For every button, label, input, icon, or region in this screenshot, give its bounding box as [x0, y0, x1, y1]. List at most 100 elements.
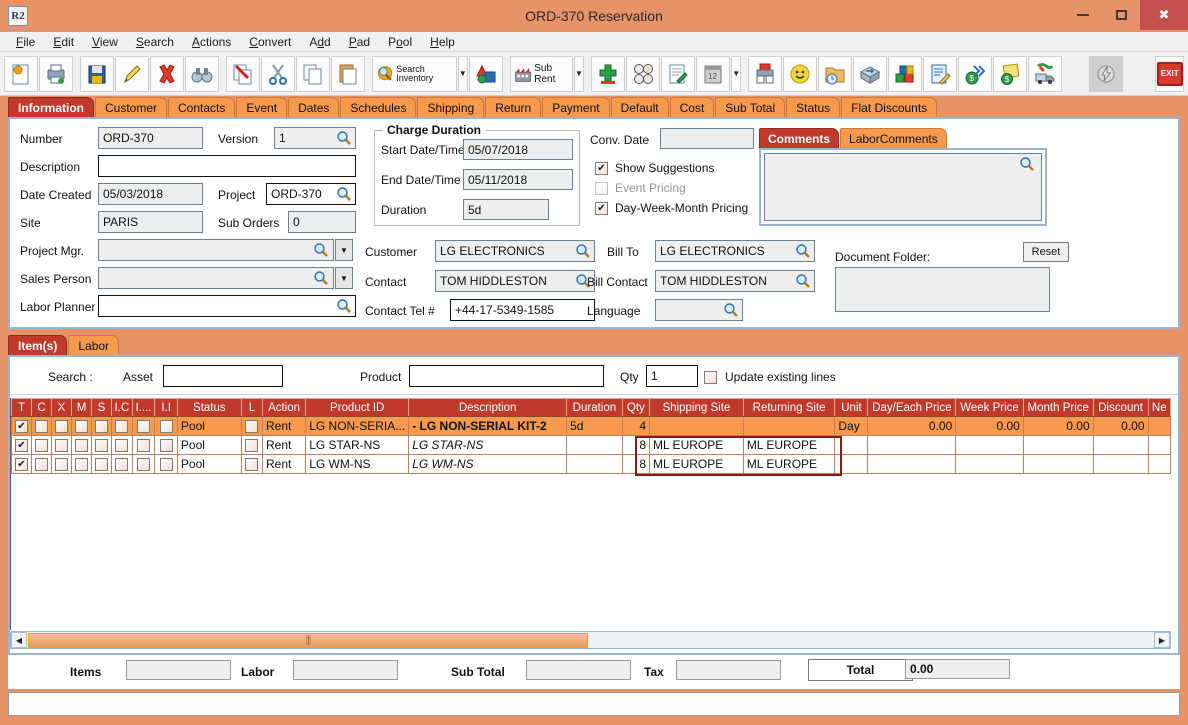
- cell-description[interactable]: LG WM-NS: [408, 454, 568, 474]
- cell-c[interactable]: [31, 416, 52, 436]
- tab-dates[interactable]: Dates: [288, 97, 340, 117]
- menu-edit[interactable]: Edit: [53, 34, 75, 49]
- day-week-month-checkbox[interactable]: [595, 201, 608, 215]
- customer-field[interactable]: LG ELECTRONICS: [435, 240, 595, 262]
- cell-weekprice[interactable]: 0.00: [955, 416, 1024, 436]
- menu-help[interactable]: Help: [430, 34, 455, 49]
- tab-flat-discounts[interactable]: Flat Discounts: [841, 97, 938, 117]
- cell-i1[interactable]: [131, 454, 156, 474]
- scroll-left-arrow[interactable]: ◀: [11, 632, 27, 648]
- calendar-dropdown[interactable]: ▼: [731, 55, 742, 92]
- cell-ii[interactable]: [154, 454, 178, 474]
- cell-ne[interactable]: [1147, 435, 1171, 455]
- new-document-button[interactable]: [4, 55, 38, 92]
- add-remove-button[interactable]: [591, 55, 626, 92]
- invoice-money-button[interactable]: $: [993, 55, 1028, 92]
- paste-button[interactable]: [331, 55, 365, 92]
- cell-checkbox-s[interactable]: [95, 439, 108, 453]
- cell-x[interactable]: [51, 435, 72, 455]
- grid-col-discount[interactable]: Discount: [1092, 398, 1149, 417]
- cell-checkbox-m[interactable]: [75, 439, 88, 453]
- sub-orders-field[interactable]: 0: [288, 211, 356, 233]
- cell-monthprice[interactable]: [1022, 435, 1094, 455]
- grid-col-m[interactable]: M: [71, 398, 92, 417]
- menu-add[interactable]: Add: [309, 34, 331, 49]
- tab-default[interactable]: Default: [610, 97, 669, 117]
- update-existing-lines-row[interactable]: Update existing lines: [704, 370, 836, 384]
- tab-comments[interactable]: Comments: [759, 128, 840, 148]
- grid-col-duration[interactable]: Duration: [566, 398, 623, 417]
- tab-cost[interactable]: Cost: [669, 97, 715, 117]
- cell-l[interactable]: [240, 435, 264, 455]
- delete-button[interactable]: [150, 55, 184, 92]
- cell-ne[interactable]: [1147, 454, 1171, 474]
- cell-checkbox-c[interactable]: [35, 439, 48, 453]
- tab-sub-total[interactable]: Sub Total: [715, 97, 786, 117]
- cell-action[interactable]: Rent: [262, 416, 307, 436]
- project-field[interactable]: ORD-370: [266, 183, 356, 205]
- search-inventory-dropdown[interactable]: ▼: [457, 55, 468, 92]
- find-binoculars-button[interactable]: [185, 55, 219, 92]
- site-field[interactable]: PARIS: [98, 211, 203, 233]
- reports-print-button[interactable]: [748, 55, 783, 92]
- cell-checkbox-ii[interactable]: [159, 439, 173, 453]
- cell-t[interactable]: [11, 416, 32, 436]
- cell-i1[interactable]: [131, 435, 156, 455]
- cell-ii[interactable]: [154, 435, 178, 455]
- cell-unit[interactable]: Day: [834, 416, 869, 436]
- cell-weekprice[interactable]: [955, 435, 1024, 455]
- bill-contact-field[interactable]: TOM HIDDLESTON: [655, 270, 815, 292]
- minimize-button[interactable]: [1064, 0, 1102, 30]
- cell-shippingsite[interactable]: ML EUROPE: [649, 454, 744, 474]
- box-ship-button[interactable]: [853, 55, 888, 92]
- cell-description[interactable]: LG STAR-NS: [408, 435, 568, 455]
- cell-x[interactable]: [51, 454, 72, 474]
- shapes-objects-button[interactable]: [469, 55, 503, 92]
- cell-weekprice[interactable]: [955, 454, 1024, 474]
- folder-clock-button[interactable]: [818, 55, 853, 92]
- cell-m[interactable]: [71, 435, 92, 455]
- items-grid[interactable]: T C X M S I.C I.... I.I Status L Action Product ID D…: [10, 398, 1171, 630]
- exit-button[interactable]: EXIT: [1155, 55, 1185, 92]
- language-search-icon[interactable]: [723, 302, 739, 318]
- smiley-status-button[interactable]: [783, 55, 818, 92]
- cell-checkbox-t[interactable]: [15, 420, 28, 434]
- cell-discount[interactable]: [1092, 454, 1149, 474]
- duration-field[interactable]: 5d: [463, 199, 549, 220]
- contact-tel-field[interactable]: +44-17-5349-1585: [450, 299, 595, 321]
- tab-labor[interactable]: Labor: [68, 335, 120, 355]
- cell-s[interactable]: [91, 454, 112, 474]
- cell-shippingsite[interactable]: [649, 416, 744, 436]
- number-field[interactable]: ORD-370: [98, 127, 203, 149]
- scroll-thumb[interactable]: |||: [28, 632, 588, 648]
- grid-col-ic[interactable]: I.C: [111, 398, 133, 417]
- cell-monthprice[interactable]: [1022, 454, 1094, 474]
- cell-checkbox-ic[interactable]: [115, 420, 129, 434]
- total-button[interactable]: Total: [808, 659, 913, 681]
- cell-ne[interactable]: [1147, 416, 1171, 436]
- document-link-button[interactable]: [226, 55, 260, 92]
- tab-items[interactable]: Item(s): [8, 335, 68, 355]
- cell-ii[interactable]: [154, 416, 178, 436]
- search-inventory-button[interactable]: Search Inventory: [372, 55, 457, 92]
- truck-delivery-button[interactable]: [1028, 55, 1063, 92]
- labor-total-field[interactable]: [293, 660, 398, 680]
- grid-col-action[interactable]: Action: [262, 398, 307, 417]
- cell-productid[interactable]: LG STAR-NS: [305, 435, 410, 455]
- cell-m[interactable]: [71, 416, 92, 436]
- cell-duration[interactable]: 5d: [566, 416, 623, 436]
- cell-checkbox-c[interactable]: [35, 420, 48, 434]
- menu-actions[interactable]: Actions: [191, 34, 232, 49]
- menu-pool[interactable]: Pool: [388, 34, 413, 49]
- total-field[interactable]: 0.00: [905, 659, 1010, 679]
- cell-dayeachprice[interactable]: [867, 454, 957, 474]
- grid-horizontal-scrollbar[interactable]: ◀ ||| ▶: [10, 631, 1171, 649]
- asset-search-input[interactable]: [163, 365, 283, 387]
- cut-button[interactable]: [261, 55, 295, 92]
- scroll-right-arrow[interactable]: ▶: [1154, 632, 1170, 648]
- cell-checkbox-s[interactable]: [95, 458, 108, 472]
- cell-checkbox-t[interactable]: [15, 439, 28, 453]
- tab-status[interactable]: Status: [786, 97, 841, 117]
